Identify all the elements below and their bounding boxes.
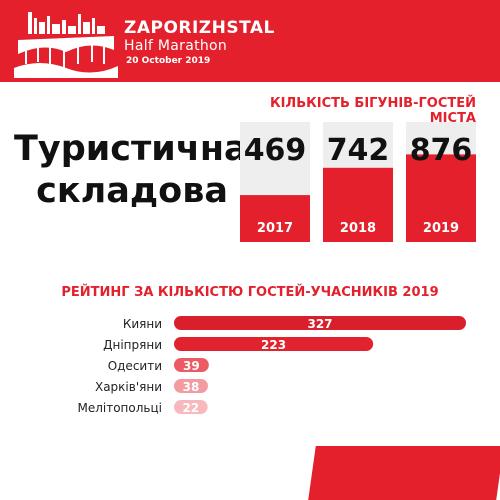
city-label: Мелітопольці	[77, 401, 162, 415]
city-rating-chart: Кияни 327 Дніпряни 223 Одесити 39 Харків'яни 38…	[77, 316, 466, 415]
city-bar	[174, 316, 466, 330]
city-label: Кияни	[123, 317, 162, 331]
city-label: Харків'яни	[95, 380, 162, 394]
year-bar	[406, 154, 476, 242]
city-bar	[174, 379, 208, 393]
city-bar	[174, 337, 374, 351]
brand-name: ZAPORIZHSTAL	[124, 18, 275, 38]
city-bridge-icon	[14, 12, 118, 78]
event-date: 20 October 2019	[126, 56, 211, 66]
year-value-label: 876	[410, 133, 473, 168]
brand-subtitle: Half Marathon	[124, 38, 228, 54]
headline-line-1: Туристична	[14, 129, 248, 169]
city-value-label: 38	[183, 380, 200, 394]
header-banner: ZAPORIZHSTAL Half Marathon 20 October 20…	[0, 0, 500, 82]
city-bar	[174, 400, 208, 414]
year-category-label: 2018	[340, 221, 376, 236]
city-bar	[174, 358, 209, 372]
guests-by-year-chart: 469 2017 742 2018 876 2019	[240, 122, 476, 242]
city-value-label: 39	[183, 359, 200, 373]
year-bar	[240, 195, 310, 242]
decorative-splash	[308, 446, 500, 500]
city-label: Одесити	[108, 359, 162, 373]
rating-chart-title: РЕЙТИНГ ЗА КІЛЬКІСТЮ ГОСТЕЙ-УЧАСНИКІВ 20…	[61, 285, 439, 300]
city-value-label: 22	[182, 401, 199, 415]
headline-line-2: складова	[36, 171, 228, 211]
city-label: Дніпряни	[103, 338, 162, 352]
year-value-label: 742	[327, 133, 390, 168]
year-category-label: 2019	[423, 221, 459, 236]
city-value-label: 223	[261, 338, 286, 352]
headline: Туристична складова	[14, 128, 248, 212]
year-category-label: 2017	[257, 221, 293, 236]
city-value-label: 327	[307, 317, 332, 331]
year-bar	[323, 167, 393, 242]
year-value-label: 469	[244, 133, 307, 168]
